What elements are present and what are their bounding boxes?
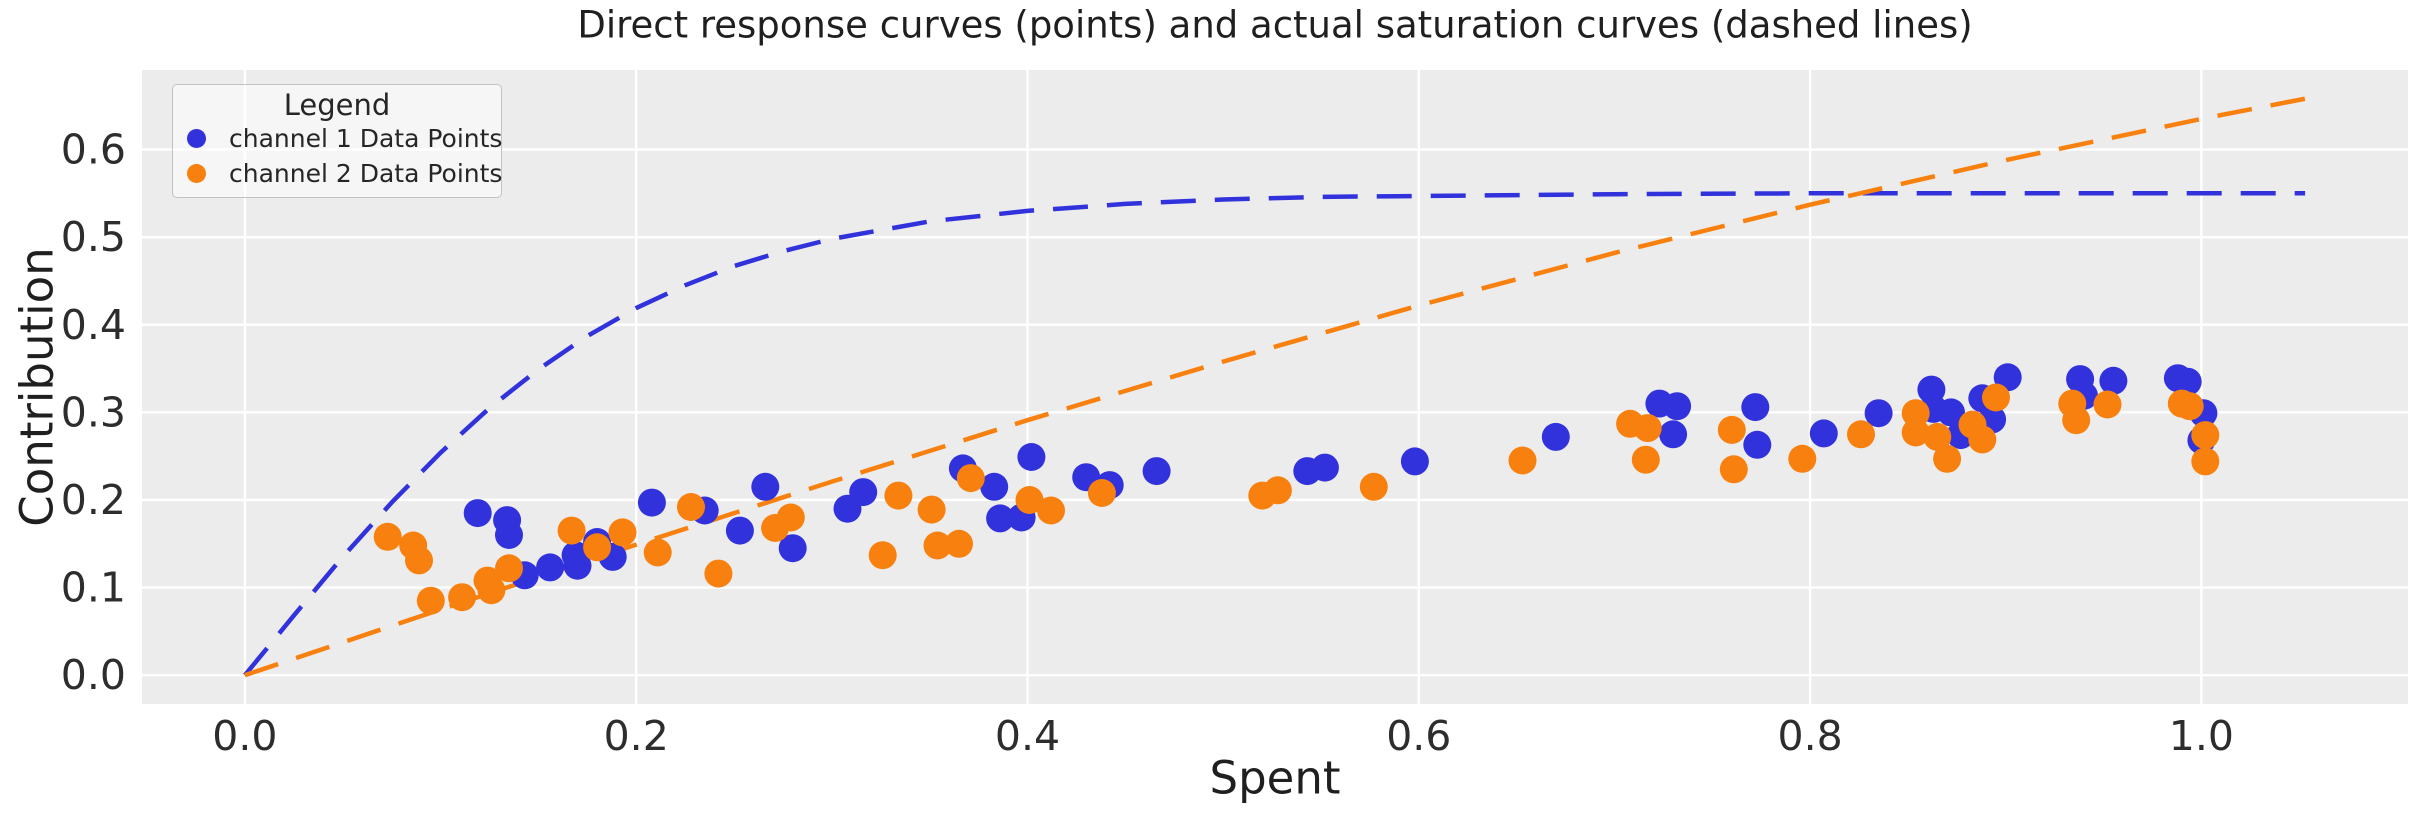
y-tick-label: 0.0 bbox=[61, 651, 126, 699]
channel-1-marker-icon bbox=[187, 129, 206, 148]
data-point-channel-2 bbox=[1359, 472, 1388, 501]
data-point-channel-2 bbox=[945, 529, 973, 558]
data-point-channel-2 bbox=[1633, 414, 1662, 443]
x-axis-label: Spent bbox=[1209, 751, 1341, 805]
data-point-channel-2 bbox=[477, 576, 506, 605]
data-point-channel-2 bbox=[868, 541, 897, 570]
data-point-channel-1 bbox=[849, 478, 878, 507]
data-point-channel-1 bbox=[1993, 363, 2022, 392]
data-point-channel-2 bbox=[373, 522, 402, 551]
data-point-channel-2 bbox=[1847, 420, 1875, 449]
data-point-channel-2 bbox=[923, 531, 952, 560]
legend-entry-channel-2: channel 2 Data Points bbox=[173, 156, 503, 191]
data-point-channel-2 bbox=[557, 516, 586, 545]
data-point-channel-2 bbox=[704, 559, 733, 588]
data-point-channel-2 bbox=[2191, 421, 2220, 450]
data-point-channel-1 bbox=[2173, 367, 2202, 396]
data-point-channel-2 bbox=[1719, 455, 1748, 484]
data-point-channel-1 bbox=[1142, 457, 1171, 486]
y-tick-label: 0.4 bbox=[61, 301, 126, 349]
data-point-channel-2 bbox=[608, 518, 637, 547]
x-tick-label: 0.4 bbox=[995, 712, 1060, 760]
data-point-channel-1 bbox=[751, 472, 780, 501]
data-point-channel-2 bbox=[416, 586, 445, 615]
data-point-channel-1 bbox=[986, 504, 1015, 533]
data-point-channel-2 bbox=[917, 495, 946, 524]
legend-title: Legend bbox=[283, 88, 391, 122]
data-point-channel-2 bbox=[1631, 445, 1660, 474]
data-point-channel-2 bbox=[1717, 415, 1746, 444]
data-point-channel-1 bbox=[1659, 420, 1688, 449]
data-point-channel-1 bbox=[725, 516, 754, 545]
data-point-channel-2 bbox=[1015, 486, 1044, 514]
y-tick-label: 0.2 bbox=[61, 476, 126, 524]
data-point-channel-2 bbox=[405, 546, 433, 575]
y-tick-label: 0.1 bbox=[61, 564, 126, 612]
data-point-channel-1 bbox=[463, 499, 492, 528]
y-axis-label: Contribution bbox=[10, 247, 64, 527]
data-point-channel-1 bbox=[1400, 447, 1429, 476]
data-point-channel-1 bbox=[563, 551, 592, 580]
y-tick-label: 0.6 bbox=[61, 126, 126, 174]
data-point-channel-2 bbox=[448, 583, 477, 612]
saturation-curve-channel-1 bbox=[243, 191, 2306, 677]
data-point-channel-2 bbox=[1263, 476, 1292, 505]
data-point-channel-2 bbox=[1788, 444, 1817, 473]
data-point-channel-2 bbox=[884, 481, 913, 510]
data-point-channel-1 bbox=[1310, 453, 1339, 482]
data-point-channel-2 bbox=[2175, 392, 2204, 421]
data-point-channel-2 bbox=[1901, 418, 1930, 447]
data-point-channel-1 bbox=[1663, 392, 1692, 421]
data-point-channel-2 bbox=[1968, 425, 1997, 454]
channel-2-marker-icon bbox=[187, 164, 206, 183]
data-point-channel-2 bbox=[1901, 399, 1930, 428]
data-point-channel-1 bbox=[1743, 430, 1772, 459]
data-point-channel-2 bbox=[776, 503, 805, 532]
legend-entry-label: channel 1 Data Points bbox=[229, 124, 503, 153]
data-point-channel-1 bbox=[1541, 422, 1570, 451]
data-point-channel-2 bbox=[583, 533, 612, 562]
data-point-channel-1 bbox=[536, 553, 565, 582]
data-point-channel-1 bbox=[2099, 366, 2128, 395]
data-point-channel-2 bbox=[677, 493, 705, 521]
data-point-channel-1 bbox=[637, 488, 666, 517]
data-point-channel-2 bbox=[1508, 446, 1537, 475]
data-point-channel-2 bbox=[1087, 479, 1116, 507]
data-point-channel-2 bbox=[2191, 447, 2220, 476]
data-point-channel-2 bbox=[1923, 422, 1952, 451]
data-point-channel-1 bbox=[778, 534, 807, 563]
data-point-channel-2 bbox=[495, 554, 523, 583]
x-tick-label: 1.0 bbox=[2169, 712, 2234, 760]
data-point-channel-2 bbox=[1933, 444, 1962, 473]
data-point-channel-2 bbox=[1037, 496, 1065, 525]
legend-entry-channel-1: channel 1 Data Points bbox=[173, 121, 503, 156]
y-tick-label: 0.3 bbox=[61, 388, 126, 436]
x-tick-label: 0.0 bbox=[212, 712, 277, 760]
data-point-channel-1 bbox=[980, 472, 1009, 501]
x-tick-label: 0.8 bbox=[1777, 712, 1842, 760]
data-point-channel-2 bbox=[2062, 406, 2091, 435]
data-point-channel-1 bbox=[495, 521, 523, 549]
data-point-channel-2 bbox=[2093, 390, 2122, 419]
legend-box: Legend channel 1 Data Points channel 2 D… bbox=[172, 84, 502, 198]
legend-entry-label: channel 2 Data Points bbox=[229, 159, 503, 188]
data-point-channel-2 bbox=[643, 538, 672, 567]
x-tick-label: 0.2 bbox=[604, 712, 669, 760]
y-tick-label: 0.5 bbox=[61, 213, 126, 261]
data-point-channel-1 bbox=[1864, 399, 1893, 428]
data-point-channel-1 bbox=[1809, 419, 1838, 448]
data-point-channel-1 bbox=[1741, 393, 1770, 422]
data-point-channel-2 bbox=[956, 464, 985, 493]
data-point-channel-2 bbox=[1982, 383, 2010, 412]
data-point-channel-1 bbox=[1017, 443, 1046, 471]
chart-title: Direct response curves (points) and actu… bbox=[577, 3, 1973, 47]
data-point-channel-1 bbox=[1937, 398, 1965, 427]
x-tick-label: 0.6 bbox=[1386, 712, 1451, 760]
